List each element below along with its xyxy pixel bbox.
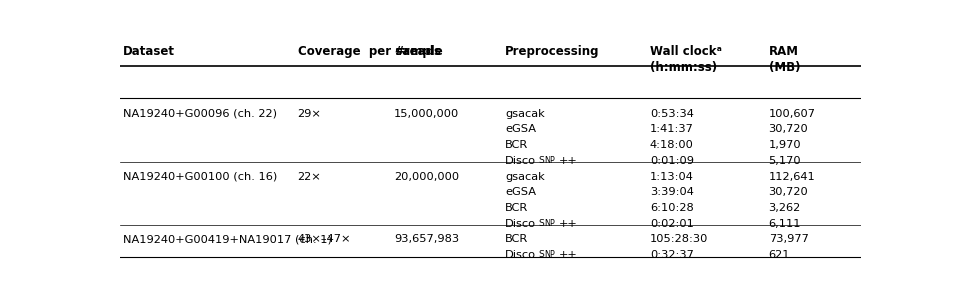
Text: Dataset: Dataset xyxy=(123,45,175,58)
Text: NP: NP xyxy=(545,156,555,165)
Text: 0:02:01: 0:02:01 xyxy=(650,219,694,229)
Text: 15,000,000: 15,000,000 xyxy=(394,109,459,119)
Text: NA19240+G00100 (ch. 16): NA19240+G00100 (ch. 16) xyxy=(123,172,278,182)
Text: 6,111: 6,111 xyxy=(768,219,801,229)
Text: 5,170: 5,170 xyxy=(768,156,801,166)
Text: RAM
(MB): RAM (MB) xyxy=(768,45,800,74)
Text: Wall clockᵃ
(h:mm:ss): Wall clockᵃ (h:mm:ss) xyxy=(650,45,722,74)
Text: 30,720: 30,720 xyxy=(768,187,809,197)
Text: 6:10:28: 6:10:28 xyxy=(650,203,694,213)
Text: BCR: BCR xyxy=(505,203,528,213)
Text: 22×: 22× xyxy=(298,172,322,182)
Text: S: S xyxy=(538,250,544,259)
Text: 0:53:34: 0:53:34 xyxy=(650,109,694,119)
Text: 3,262: 3,262 xyxy=(768,203,801,213)
Text: 100,607: 100,607 xyxy=(768,109,815,119)
Text: eGSA: eGSA xyxy=(505,187,536,197)
Text: NA19240+G00419+NA19017 (ch. 1): NA19240+G00419+NA19017 (ch. 1) xyxy=(123,234,332,244)
Text: gsacak: gsacak xyxy=(505,109,545,119)
Text: 1,970: 1,970 xyxy=(768,140,801,150)
Text: Preprocessing: Preprocessing xyxy=(505,45,600,58)
Text: S: S xyxy=(538,156,544,165)
Text: BCR: BCR xyxy=(505,234,528,244)
Text: 93,657,983: 93,657,983 xyxy=(394,234,459,244)
Text: Disco: Disco xyxy=(505,156,537,166)
Text: gsacak: gsacak xyxy=(505,172,545,182)
Text: Disco: Disco xyxy=(505,250,537,260)
Text: 105:28:30: 105:28:30 xyxy=(650,234,708,244)
Text: BCR: BCR xyxy=(505,140,528,150)
Text: Disco: Disco xyxy=(505,219,537,229)
Text: ++: ++ xyxy=(559,250,578,260)
Text: 1:13:04: 1:13:04 xyxy=(650,172,694,182)
Text: Coverage  per sample: Coverage per sample xyxy=(298,45,442,58)
Text: NA19240+G00096 (ch. 22): NA19240+G00096 (ch. 22) xyxy=(123,109,278,119)
Text: 1:41:37: 1:41:37 xyxy=(650,124,694,134)
Text: 3:39:04: 3:39:04 xyxy=(650,187,694,197)
Text: 621: 621 xyxy=(768,250,790,260)
Text: 0:01:09: 0:01:09 xyxy=(650,156,694,166)
Text: eGSA: eGSA xyxy=(505,124,536,134)
Text: 0:32:37: 0:32:37 xyxy=(650,250,694,260)
Text: 29×: 29× xyxy=(298,109,322,119)
Text: 20,000,000: 20,000,000 xyxy=(394,172,459,182)
Text: ++: ++ xyxy=(559,219,578,229)
Text: 112,641: 112,641 xyxy=(768,172,815,182)
Text: 73,977: 73,977 xyxy=(768,234,809,244)
Text: #reads: #reads xyxy=(394,45,441,58)
Text: NP: NP xyxy=(545,250,555,259)
Text: 4:18:00: 4:18:00 xyxy=(650,140,694,150)
Text: ++: ++ xyxy=(559,156,578,166)
Text: 30,720: 30,720 xyxy=(768,124,809,134)
Text: S: S xyxy=(538,219,544,228)
Text: NP: NP xyxy=(545,219,555,228)
Text: 43×–47×: 43×–47× xyxy=(298,234,351,244)
